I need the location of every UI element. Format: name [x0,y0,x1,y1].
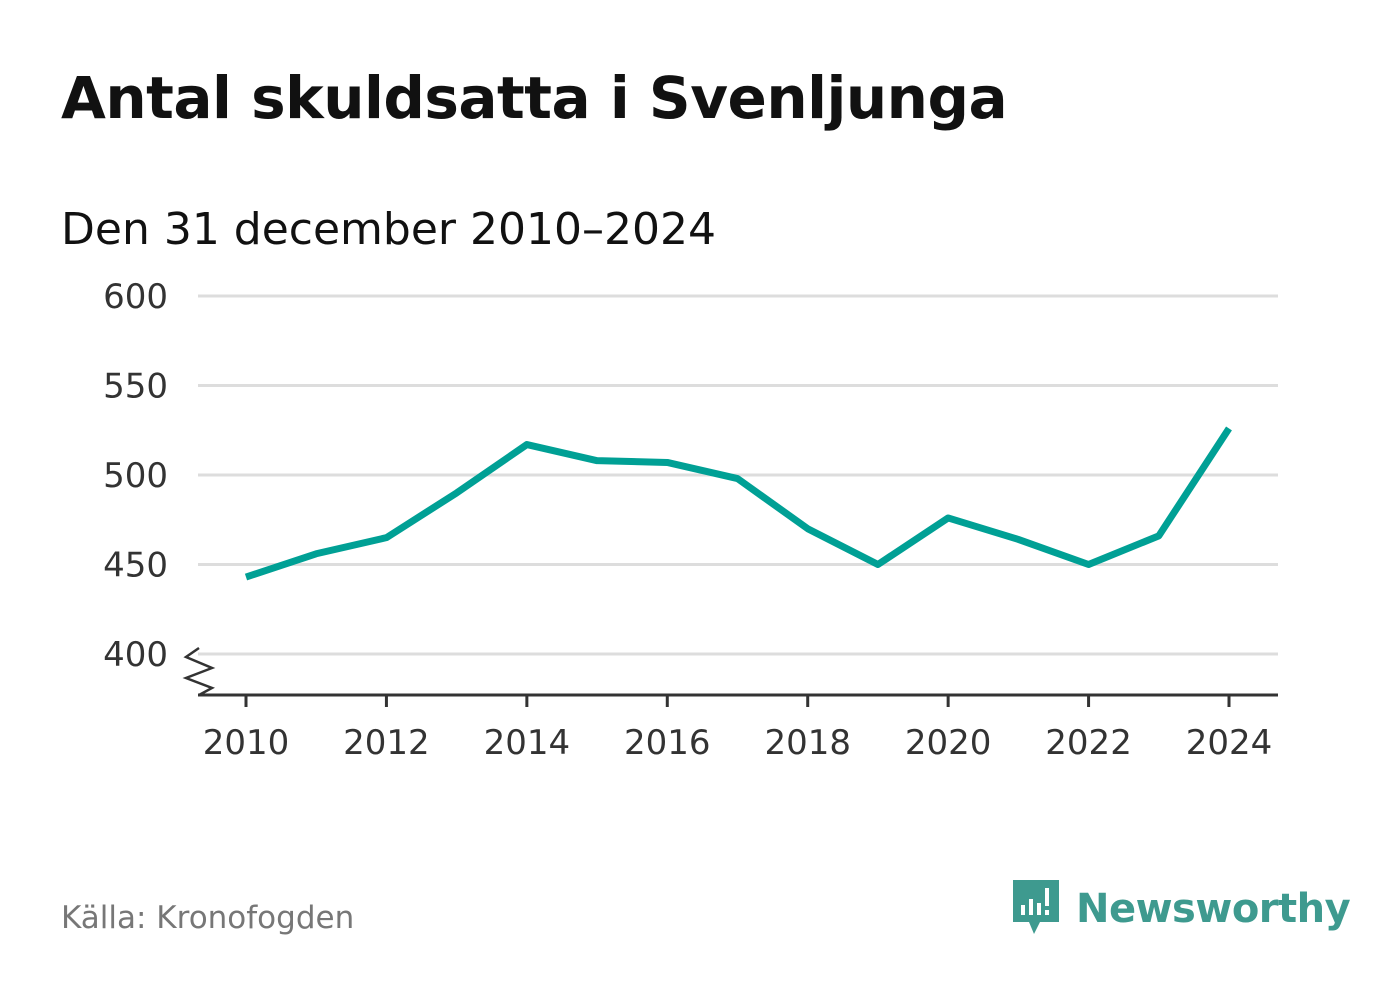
x-tick-label-2016: 2016 [624,723,711,763]
y-tick-label-550: 550 [103,367,168,407]
axis-break-icon [182,646,216,697]
y-tick-label-600: 600 [103,277,168,317]
x-tick-label-2010: 2010 [203,723,290,763]
y-tick-label-400: 400 [103,635,168,675]
chart-title: Antal skuldsatta i Svenljunga [61,64,1008,132]
brand-name: Newsworthy [1076,886,1351,932]
y-tick-label-500: 500 [103,456,168,496]
series-layer [244,426,1232,581]
x-tick-label-2022: 2022 [1045,723,1132,763]
y-axis-ticks: 400 450 500 550 600 [103,277,168,675]
x-tick-label-2012: 2012 [343,723,430,763]
chart-subtitle: Den 31 december 2010–2024 [61,204,716,255]
x-axis-ticks: 2010 2012 2014 2016 2018 2020 2022 2024 [203,695,1273,763]
source-note: Källa: Kronofogden [61,900,355,936]
x-tick-label-2014: 2014 [484,723,571,763]
y-tick-label-450: 450 [103,546,168,586]
x-axis [182,646,1278,697]
x-tick-label-2024: 2024 [1186,723,1273,763]
x-tick-label-2020: 2020 [905,723,992,763]
series-line-0 [244,426,1232,581]
gridlines [198,294,1278,656]
x-tick-label-2018: 2018 [764,723,851,763]
brand-logo: Newsworthy [1010,878,1351,940]
newsworthy-logo-icon [1013,880,1059,934]
